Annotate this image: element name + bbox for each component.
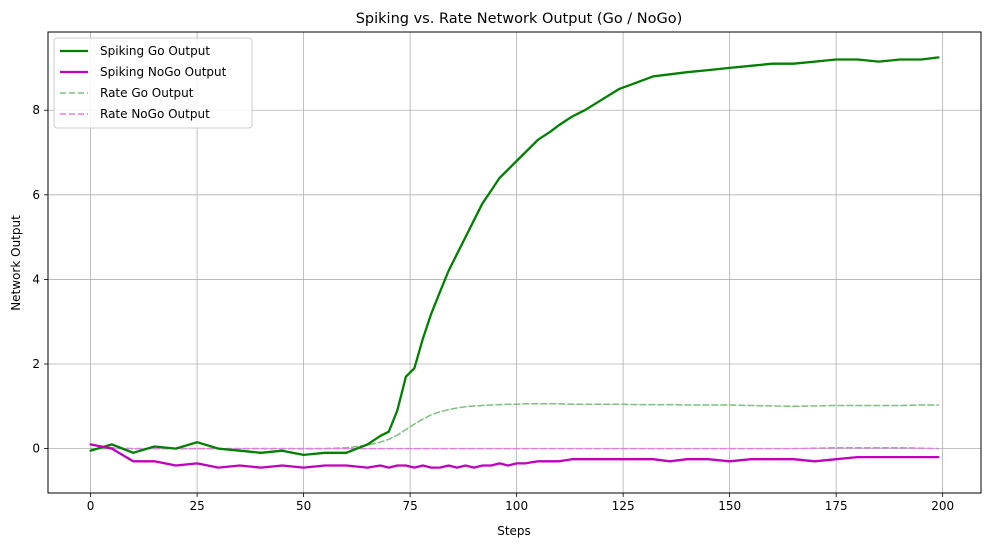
y-tick-label: 8 [32,103,40,117]
x-tick-label: 50 [296,499,311,513]
chart-title: Spiking vs. Rate Network Output (Go / No… [356,11,683,27]
legend-label: Rate NoGo Output [100,107,210,121]
x-tick-label: 150 [718,499,741,513]
legend: Spiking Go Output Spiking NoGo Output Rate… [53,37,253,129]
x-tick-label: 75 [402,499,417,513]
x-axis-title: Steps [497,524,531,538]
x-tick-label: 175 [825,499,848,513]
y-axis-title: Network Output [9,215,23,311]
series-line-rate-nogo-output [89,443,940,450]
series-line-spiking-nogo-output [89,443,940,469]
legend-label: Rate Go Output [100,86,194,100]
x-tick-label: 125 [612,499,635,513]
legend-label: Spiking NoGo Output [100,65,227,79]
series-lines [89,56,940,469]
x-tick-label: 0 [87,499,95,513]
legend-box [53,37,253,129]
plot-frame [47,31,982,494]
y-tick-label: 6 [32,188,40,202]
ticks: 0 25 50 75 100 125 150 175 200 0 2 4 6 8 [32,103,954,513]
x-tick-label: 100 [505,499,528,513]
y-tick-label: 4 [32,272,40,286]
y-tick-label: 2 [32,357,40,371]
legend-label: Spiking Go Output [100,44,210,58]
x-tick-label: 200 [931,499,954,513]
series-line-spiking-go-output [89,56,940,457]
y-tick-label: 0 [32,442,40,456]
x-tick-label: 25 [189,499,204,513]
